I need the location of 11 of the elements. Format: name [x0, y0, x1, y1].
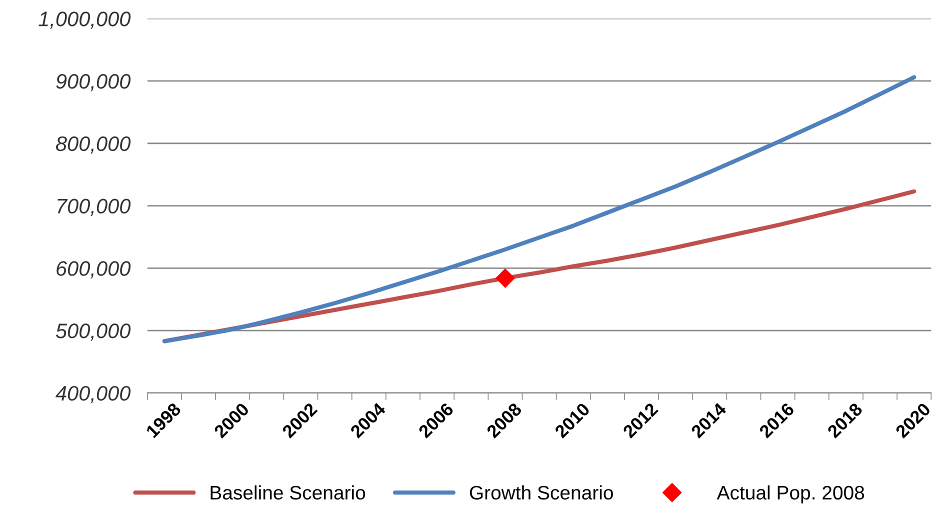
- line-series: [162, 75, 916, 344]
- legend-label: Baseline Scenario: [210, 485, 366, 500]
- y-tick-label: 500,000: [56, 324, 131, 341]
- y-tick-label: 600,000: [56, 261, 131, 278]
- legend-label: Growth Scenario: [470, 485, 613, 500]
- y-tick-label: 1,000,000: [38, 12, 131, 29]
- legend-label: Actual Pop. 2008: [716, 485, 864, 504]
- y-tick-label: 400,000: [56, 386, 131, 404]
- y-tick-label: 700,000: [58, 198, 131, 216]
- y-tick-label: 800,000: [56, 136, 131, 154]
- y-tick-label: 900,000: [56, 74, 131, 92]
